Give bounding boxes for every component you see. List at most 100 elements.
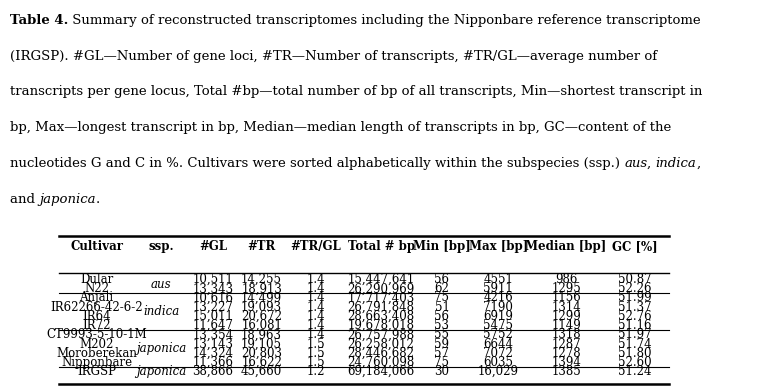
Text: 986: 986 <box>555 273 578 286</box>
Text: 7190: 7190 <box>483 301 513 314</box>
Text: Min [bp]: Min [bp] <box>413 240 471 253</box>
Text: 16,081: 16,081 <box>241 319 282 332</box>
Text: IR64: IR64 <box>82 310 111 323</box>
Text: 1.4: 1.4 <box>306 291 326 305</box>
Text: 51.24: 51.24 <box>618 365 652 378</box>
Text: japonica: japonica <box>39 193 96 206</box>
Text: Median [bp]: Median [bp] <box>525 240 607 253</box>
Text: 1299: 1299 <box>552 310 581 323</box>
Text: 26,757,988: 26,757,988 <box>348 328 414 341</box>
Text: 18,913: 18,913 <box>241 282 282 295</box>
Text: and: and <box>10 193 39 206</box>
Text: 75: 75 <box>434 291 450 305</box>
Text: Table 4.: Table 4. <box>10 14 68 27</box>
Text: 11,647: 11,647 <box>192 319 234 332</box>
Text: 1149: 1149 <box>552 319 581 332</box>
Text: 14,255: 14,255 <box>241 273 282 286</box>
Text: 1295: 1295 <box>552 282 581 295</box>
Text: 59: 59 <box>434 338 450 351</box>
Text: N22: N22 <box>84 282 109 295</box>
Text: 52.26: 52.26 <box>618 282 652 295</box>
Text: 51.74: 51.74 <box>618 338 652 351</box>
Text: 15,447,641: 15,447,641 <box>348 273 414 286</box>
Text: 4216: 4216 <box>483 291 513 305</box>
Text: 53: 53 <box>434 319 450 332</box>
Text: 52.60: 52.60 <box>618 356 652 369</box>
Text: 16,622: 16,622 <box>241 356 282 369</box>
Text: 30: 30 <box>434 365 450 378</box>
Text: 20,672: 20,672 <box>241 310 282 323</box>
Text: 10,616: 10,616 <box>192 291 234 305</box>
Text: 28,446,682: 28,446,682 <box>348 347 414 360</box>
Text: 50.87: 50.87 <box>618 273 652 286</box>
Text: Dular: Dular <box>80 273 113 286</box>
Text: 1.5: 1.5 <box>306 338 326 351</box>
Text: 17,717,403: 17,717,403 <box>348 291 414 305</box>
Text: 14,499: 14,499 <box>241 291 282 305</box>
Text: 19,093: 19,093 <box>241 301 282 314</box>
Text: 1394: 1394 <box>551 356 581 369</box>
Text: Cultivar: Cultivar <box>70 240 123 253</box>
Text: 13,227: 13,227 <box>192 301 234 314</box>
Text: M202: M202 <box>80 338 113 351</box>
Text: 6035: 6035 <box>483 356 513 369</box>
Text: CT9993-5-10-1M: CT9993-5-10-1M <box>46 328 147 341</box>
Text: 26,258,012: 26,258,012 <box>348 338 414 351</box>
Text: ,: , <box>647 157 656 170</box>
Text: 55: 55 <box>434 328 450 341</box>
Text: 69,184,066: 69,184,066 <box>348 365 414 378</box>
Text: 19,678,018: 19,678,018 <box>348 319 414 332</box>
Text: 7072: 7072 <box>483 347 513 360</box>
Text: 6644: 6644 <box>483 338 513 351</box>
Text: aus: aus <box>624 157 647 170</box>
Text: GC [%]: GC [%] <box>612 240 658 253</box>
Text: (IRGSP). #GL—Number of gene loci, #TR—Number of transcripts, #TR/GL—average numb: (IRGSP). #GL—Number of gene loci, #TR—Nu… <box>10 50 657 62</box>
Text: #GL: #GL <box>199 240 227 253</box>
Text: 13,343: 13,343 <box>192 282 234 295</box>
Text: 5752: 5752 <box>483 328 513 341</box>
Text: 51.37: 51.37 <box>618 301 652 314</box>
Text: 1.4: 1.4 <box>306 301 326 314</box>
Text: 1314: 1314 <box>552 301 581 314</box>
Text: #TR: #TR <box>247 240 276 253</box>
Text: 4551: 4551 <box>483 273 513 286</box>
Text: .: . <box>96 193 100 206</box>
Text: ssp.: ssp. <box>149 240 174 253</box>
Text: indica: indica <box>656 157 696 170</box>
Text: 1156: 1156 <box>552 291 581 305</box>
Text: 1.4: 1.4 <box>306 319 326 332</box>
Text: 1.5: 1.5 <box>306 356 326 369</box>
Text: 57: 57 <box>434 347 450 360</box>
Text: 51.97: 51.97 <box>618 328 652 341</box>
Text: 13,143: 13,143 <box>192 338 234 351</box>
Text: Max [bp]: Max [bp] <box>469 240 528 253</box>
Text: 20,803: 20,803 <box>241 347 282 360</box>
Text: 52.76: 52.76 <box>618 310 652 323</box>
Text: 11,366: 11,366 <box>192 356 234 369</box>
Text: 28,663,408: 28,663,408 <box>348 310 414 323</box>
Text: 26,290,969: 26,290,969 <box>348 282 414 295</box>
Text: 15,011: 15,011 <box>192 310 234 323</box>
Text: 1318: 1318 <box>552 328 581 341</box>
Text: 19,105: 19,105 <box>241 338 282 351</box>
Text: 1.4: 1.4 <box>306 282 326 295</box>
Text: 62: 62 <box>434 282 450 295</box>
Text: 18,963: 18,963 <box>241 328 282 341</box>
Text: 24,760,098: 24,760,098 <box>348 356 414 369</box>
Text: 16,029: 16,029 <box>478 365 519 378</box>
Text: 13,354: 13,354 <box>192 328 234 341</box>
Text: Total # bp: Total # bp <box>348 240 414 253</box>
Text: 1385: 1385 <box>552 365 581 378</box>
Text: transcripts per gene locus, Total #bp—total number of bp of all transcripts, Min: transcripts per gene locus, Total #bp—to… <box>10 85 702 98</box>
Text: bp, Max—longest transcript in bp, Median—median length of transcripts in bp, GC—: bp, Max—longest transcript in bp, Median… <box>10 121 671 134</box>
Text: IR72: IR72 <box>82 319 111 332</box>
Text: indica: indica <box>143 305 179 318</box>
Text: 38,866: 38,866 <box>192 365 234 378</box>
Text: japonica: japonica <box>136 342 186 355</box>
Text: 51.99: 51.99 <box>618 291 652 305</box>
Text: Nipponbare: Nipponbare <box>61 356 132 369</box>
Text: 5475: 5475 <box>483 319 513 332</box>
Text: 26,791,848: 26,791,848 <box>348 301 414 314</box>
Text: 10,511: 10,511 <box>192 273 234 286</box>
Text: 1.4: 1.4 <box>306 273 326 286</box>
